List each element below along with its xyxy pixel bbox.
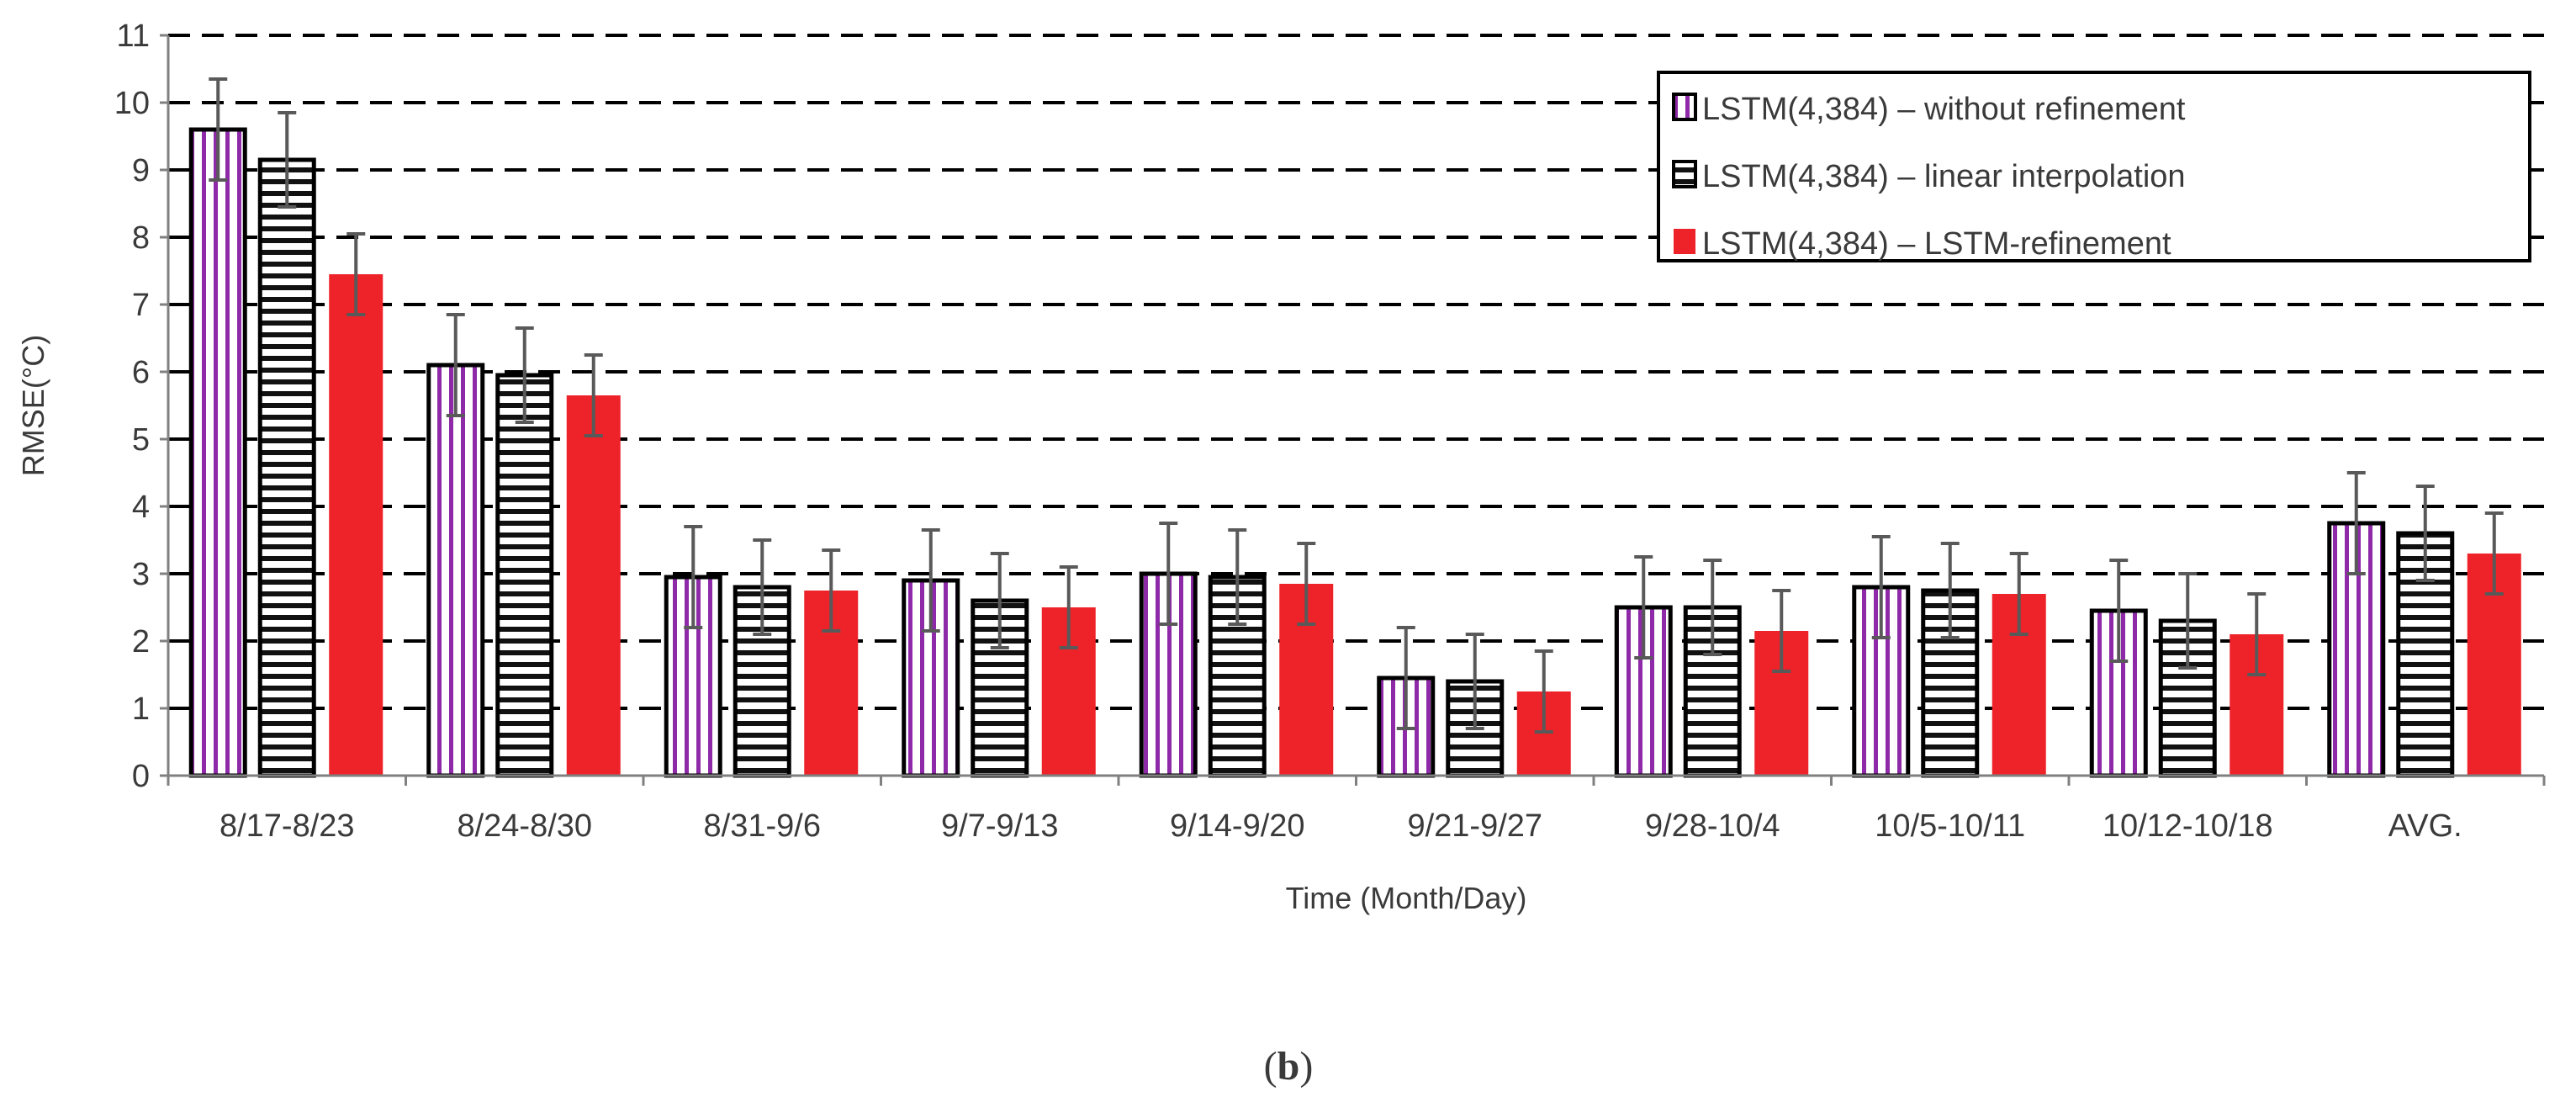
legend-swatch xyxy=(1672,160,1697,188)
legend: LSTM(4,384) – without refinement LSTM(4,3… xyxy=(1657,71,2531,262)
x-tick-labels: 8/17-8/23 8/24-8/30 8/31-9/6 9/7-9/13 9/14-9… xyxy=(220,808,2462,844)
x-tick-label: 10/12-10/18 xyxy=(2103,808,2273,844)
legend-swatch xyxy=(1674,229,1695,254)
x-axis-label: Time (Month/Day) xyxy=(1286,881,1527,915)
x-tick-label: 9/7-9/13 xyxy=(941,808,1058,844)
error-bars xyxy=(209,77,2504,734)
legend-label: LSTM(4,384) – LSTM-refinement xyxy=(1702,226,2171,262)
x-tick-label: 10/5-10/11 xyxy=(1875,808,2025,844)
bar-horizontal-stripes xyxy=(257,157,316,778)
y-tick-label: 10 xyxy=(114,86,150,121)
y-tick-label: 8 xyxy=(132,220,150,256)
x-tick-label: 8/24-8/30 xyxy=(457,808,592,844)
bar-solid xyxy=(329,274,383,776)
y-axis-label: RMSE(°C) xyxy=(16,335,50,476)
y-tick-label: 5 xyxy=(132,422,150,458)
y-tick-label: 4 xyxy=(132,490,150,525)
axes xyxy=(160,34,2546,786)
bar-vertical-stripes xyxy=(426,363,485,778)
x-tick-label: 9/28-10/4 xyxy=(1645,808,1780,844)
y-tick-label: 11 xyxy=(117,19,150,54)
x-tick-label: AVG. xyxy=(2388,808,2462,844)
y-tick-label: 3 xyxy=(132,557,150,592)
y-tick-label: 9 xyxy=(132,153,150,188)
legend-box xyxy=(1657,71,2531,262)
x-tick-label: 8/17-8/23 xyxy=(220,808,355,844)
legend-swatch xyxy=(1672,93,1697,121)
y-tick-labels: 0 1 2 3 4 5 6 7 8 9 10 11 xyxy=(114,19,150,794)
bar-vertical-stripes xyxy=(188,127,247,778)
y-tick-label: 2 xyxy=(132,624,150,660)
y-tick-label: 1 xyxy=(132,691,150,727)
x-tick-label: 9/14-9/20 xyxy=(1170,808,1305,844)
legend-label: LSTM(4,384) – without refinement xyxy=(1702,92,2186,127)
gridlines xyxy=(168,34,2544,710)
legend-label: LSTM(4,384) – linear interpolation xyxy=(1702,159,2186,194)
bar-solid xyxy=(566,395,621,776)
x-tick-label: 9/21-9/27 xyxy=(1407,808,1542,844)
bar-horizontal-stripes xyxy=(495,373,554,778)
y-tick-label: 0 xyxy=(132,759,150,794)
x-tick-label: 8/31-9/6 xyxy=(704,808,821,844)
y-tick-label: 6 xyxy=(132,355,150,390)
figure-caption: (b) xyxy=(1264,1044,1314,1089)
y-tick-label: 7 xyxy=(132,288,150,323)
